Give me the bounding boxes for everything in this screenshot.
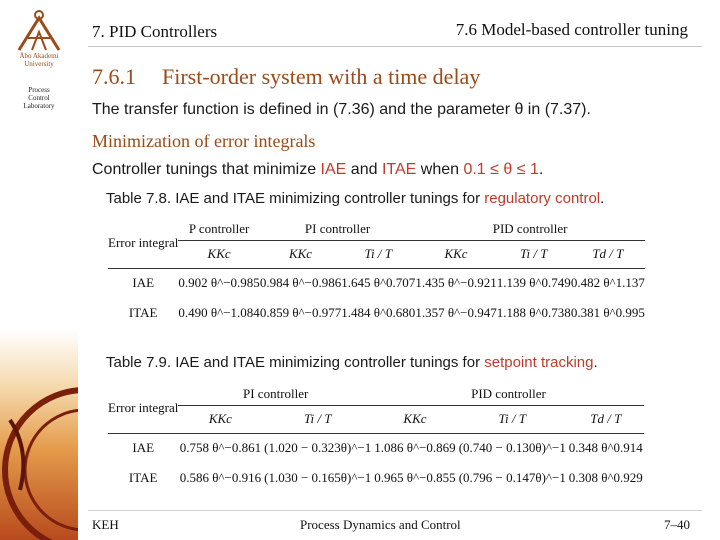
table-cell: 0.482 θ^1.137	[570, 275, 645, 291]
table-cell: 0.965 θ^−0.855	[374, 470, 456, 485]
row-label: IAE	[132, 440, 155, 456]
iae-term: IAE	[320, 161, 347, 178]
text-fragment: and	[346, 161, 382, 178]
text-fragment: when	[416, 161, 464, 178]
table-cell: 1.357 θ^−0.947	[415, 305, 497, 320]
university-name: Åbo Akademi University	[0, 52, 78, 68]
table-cell: 0.490 θ^−1.084	[178, 305, 260, 320]
table-cell: 1.086 θ^−0.869	[374, 440, 456, 456]
symbol-header: Ti / T	[303, 411, 332, 426]
theta-condition: 0.1 ≤ θ ≤ 1	[463, 161, 539, 178]
university-seal-image	[2, 387, 78, 540]
footer-author: KEH	[92, 517, 119, 532]
caption-highlight: regulatory control	[484, 190, 601, 207]
lab-name-line: Control	[28, 94, 50, 102]
table-row: ITAE 0.586 θ^−0.916 (1.030 − 0.165θ)^−1 …	[108, 463, 644, 493]
section-title: 7.6.1 First-order system with a time dela…	[92, 64, 480, 90]
row-header: Error integral	[108, 399, 179, 415]
group-header: PID controller	[415, 218, 645, 241]
university-logo-icon	[17, 10, 61, 51]
table-7-8: Error integral P controller PI controlle…	[108, 218, 645, 328]
table-cell: 1.484 θ^0.680	[341, 305, 416, 320]
group-header: PI controller	[178, 383, 373, 406]
lab-name-line: Laboratory	[23, 102, 55, 110]
symbol-header: KKc	[288, 246, 313, 261]
table-cell: 1.139 θ^0.749	[496, 275, 571, 291]
symbol-header: Ti / T	[364, 246, 392, 261]
university-name-line: University	[24, 60, 54, 68]
group-header: P controller	[178, 218, 260, 241]
row-label: ITAE	[128, 305, 158, 320]
symbol-header: Td / T	[592, 246, 624, 261]
row-label: ITAE	[128, 470, 158, 485]
caption-text: .	[600, 190, 605, 207]
symbol-header: KKc	[403, 411, 427, 426]
table-row: ITAE 0.490 θ^−1.084 0.859 θ^−0.977 1.484…	[108, 298, 645, 328]
symbol-header: Td / T	[590, 411, 622, 426]
table-7-8-caption: Table 7.8. IAE and ITAE minimizing contr…	[106, 190, 604, 207]
lab-name-line: Process	[28, 86, 50, 94]
table-cell: (0.740 − 0.130θ)^−1	[458, 440, 566, 456]
table-cell: 0.586 θ^−0.916	[179, 470, 262, 485]
page-number: 7–40	[664, 517, 690, 532]
university-name-line: Åbo Akademi	[19, 52, 59, 60]
table-cell: 0.348 θ^0.914	[568, 440, 643, 456]
footer-course: Process Dynamics and Control	[300, 517, 461, 532]
text-fragment: Controller tunings that minimize	[92, 161, 321, 178]
table-cell: (1.020 − 0.323θ)^−1	[264, 440, 372, 456]
table-cell: 0.381 θ^0.995	[570, 305, 645, 320]
section-header: 7.6 Model-based controller tuning	[455, 20, 688, 39]
caption-text: Table 7.9. IAE and ITAE minimizing contr…	[106, 354, 485, 371]
row-header: Error integral	[108, 234, 179, 250]
table-cell: 0.902 θ^−0.985	[178, 275, 260, 291]
symbol-header: Ti / T	[498, 411, 526, 426]
table-cell: 0.308 θ^0.929	[568, 470, 643, 485]
text-fragment: .	[538, 161, 544, 178]
table-cell: 1.435 θ^−0.921	[415, 275, 497, 291]
row-label: IAE	[132, 275, 155, 291]
subheading: Minimization of error integrals	[92, 131, 316, 151]
chapter-header: 7. PID Controllers	[92, 22, 218, 41]
group-header: PI controller	[259, 218, 416, 241]
table-cell: (0.796 − 0.147θ)^−1	[458, 470, 566, 485]
table-cell: 1.645 θ^0.707	[341, 275, 416, 291]
table-7-9: Error integral PI controller PID control…	[108, 383, 644, 493]
symbol-header: KKc	[207, 246, 231, 261]
caption-text: Table 7.8. IAE and ITAE minimizing contr…	[106, 190, 485, 207]
symbol-header: Ti / T	[520, 246, 548, 261]
section-number: 7.6.1	[92, 64, 136, 89]
table-cell: 0.859 θ^−0.977	[259, 305, 342, 320]
caption-highlight: setpoint tracking	[484, 354, 594, 371]
caption-text: .	[593, 354, 598, 371]
lab-name: Process Control Laboratory	[0, 86, 78, 110]
header-divider	[88, 46, 702, 47]
table-cell: 0.984 θ^−0.986	[259, 275, 342, 291]
table-cell: 1.188 θ^0.738	[496, 305, 571, 320]
footer-divider	[88, 510, 702, 511]
table-cell: 0.758 θ^−0.861	[179, 440, 262, 456]
table-cell: (1.030 − 0.165θ)^−1	[264, 470, 372, 485]
symbol-header: KKc	[208, 411, 232, 426]
table-row: IAE 0.902 θ^−0.985 0.984 θ^−0.986 1.645 …	[108, 268, 645, 298]
itae-term: ITAE	[381, 161, 417, 178]
table-7-9-caption: Table 7.9. IAE and ITAE minimizing contr…	[106, 354, 598, 371]
group-header: PID controller	[372, 383, 644, 406]
row-header-cell: Error integral	[108, 218, 178, 268]
sidebar-branding: Åbo Akademi University Process Control L…	[0, 0, 78, 540]
section-title-text: First-order system with a time delay	[162, 64, 481, 89]
table-row: IAE 0.758 θ^−0.861 (1.020 − 0.323θ)^−1 1…	[108, 433, 644, 463]
body-line-tunings: Controller tunings that minimize IAE and…	[92, 161, 543, 179]
body-line-transfer-function: The transfer function is defined in (7.3…	[92, 101, 591, 118]
symbol-header: KKc	[444, 246, 468, 261]
row-header-cell: Error integral	[108, 383, 178, 433]
